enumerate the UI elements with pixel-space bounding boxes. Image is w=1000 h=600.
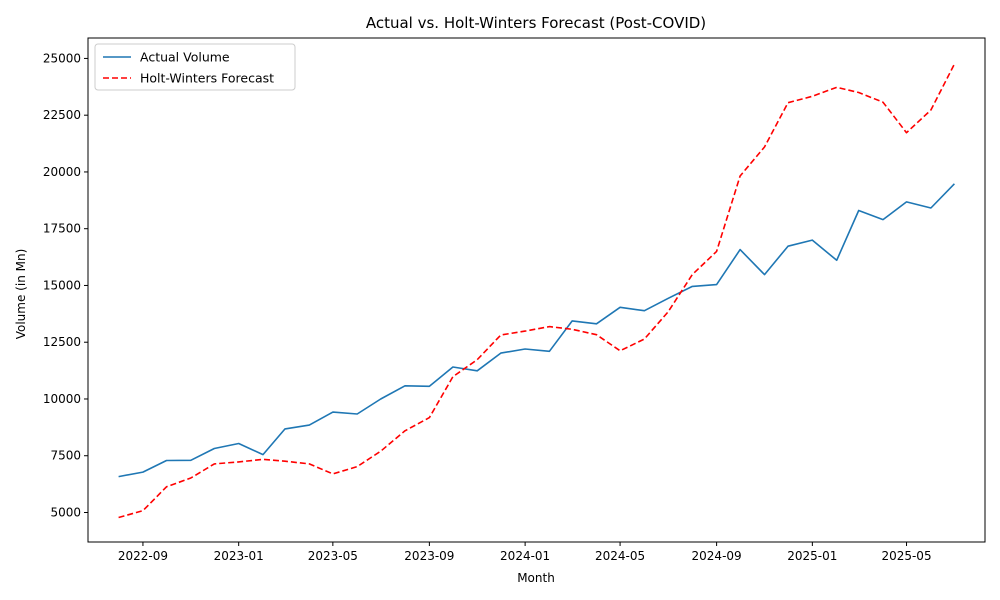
- y-tick-label: 22500: [43, 108, 81, 122]
- y-axis-label: Volume (in Mn): [14, 249, 28, 340]
- y-tick-label: 10000: [43, 392, 81, 406]
- x-tick-label: 2023-05: [308, 549, 358, 563]
- x-tick-label: 2025-05: [881, 549, 931, 563]
- x-tick-label: 2023-09: [404, 549, 454, 563]
- legend-box: [94, 43, 296, 91]
- y-tick-label: 12500: [43, 335, 81, 349]
- series-line-actual-volume: [118, 183, 955, 478]
- x-axis-label: Month: [517, 571, 555, 585]
- series-line-holt-winters-forecast: [118, 63, 956, 519]
- y-tick-label: 5000: [50, 505, 81, 519]
- y-tick-label: 20000: [43, 165, 81, 179]
- y-axis: 5000 7500 10000 12500 15000 17500 20000 22500 25…: [43, 51, 88, 519]
- x-tick-label: 2023-01: [214, 549, 264, 563]
- y-tick-label: 25000: [43, 51, 81, 65]
- x-tick-label: 2024-09: [692, 549, 742, 563]
- legend-entry: Holt-Winters Forecast: [140, 71, 274, 86]
- y-tick-label: 17500: [43, 222, 81, 236]
- chart-title: Actual vs. Holt-Winters Forecast (Post-C…: [366, 14, 706, 32]
- y-tick-label: 15000: [43, 278, 81, 292]
- x-tick-label: 2024-01: [500, 549, 550, 563]
- plot-frame: [87, 37, 986, 543]
- x-tick-label: 2024-05: [595, 549, 645, 563]
- x-tick-label: 2022-09: [118, 549, 168, 563]
- legend: Actual Volume Holt-Winters Forecast: [94, 43, 296, 91]
- legend-entry: Actual Volume: [140, 50, 230, 65]
- x-axis: 2022-09 2023-01 2023-05 2023-09 2024-01 2024-…: [118, 542, 932, 563]
- y-tick-label: 7500: [50, 449, 81, 463]
- x-tick-label: 2025-01: [787, 549, 837, 563]
- series-layer: [118, 63, 956, 519]
